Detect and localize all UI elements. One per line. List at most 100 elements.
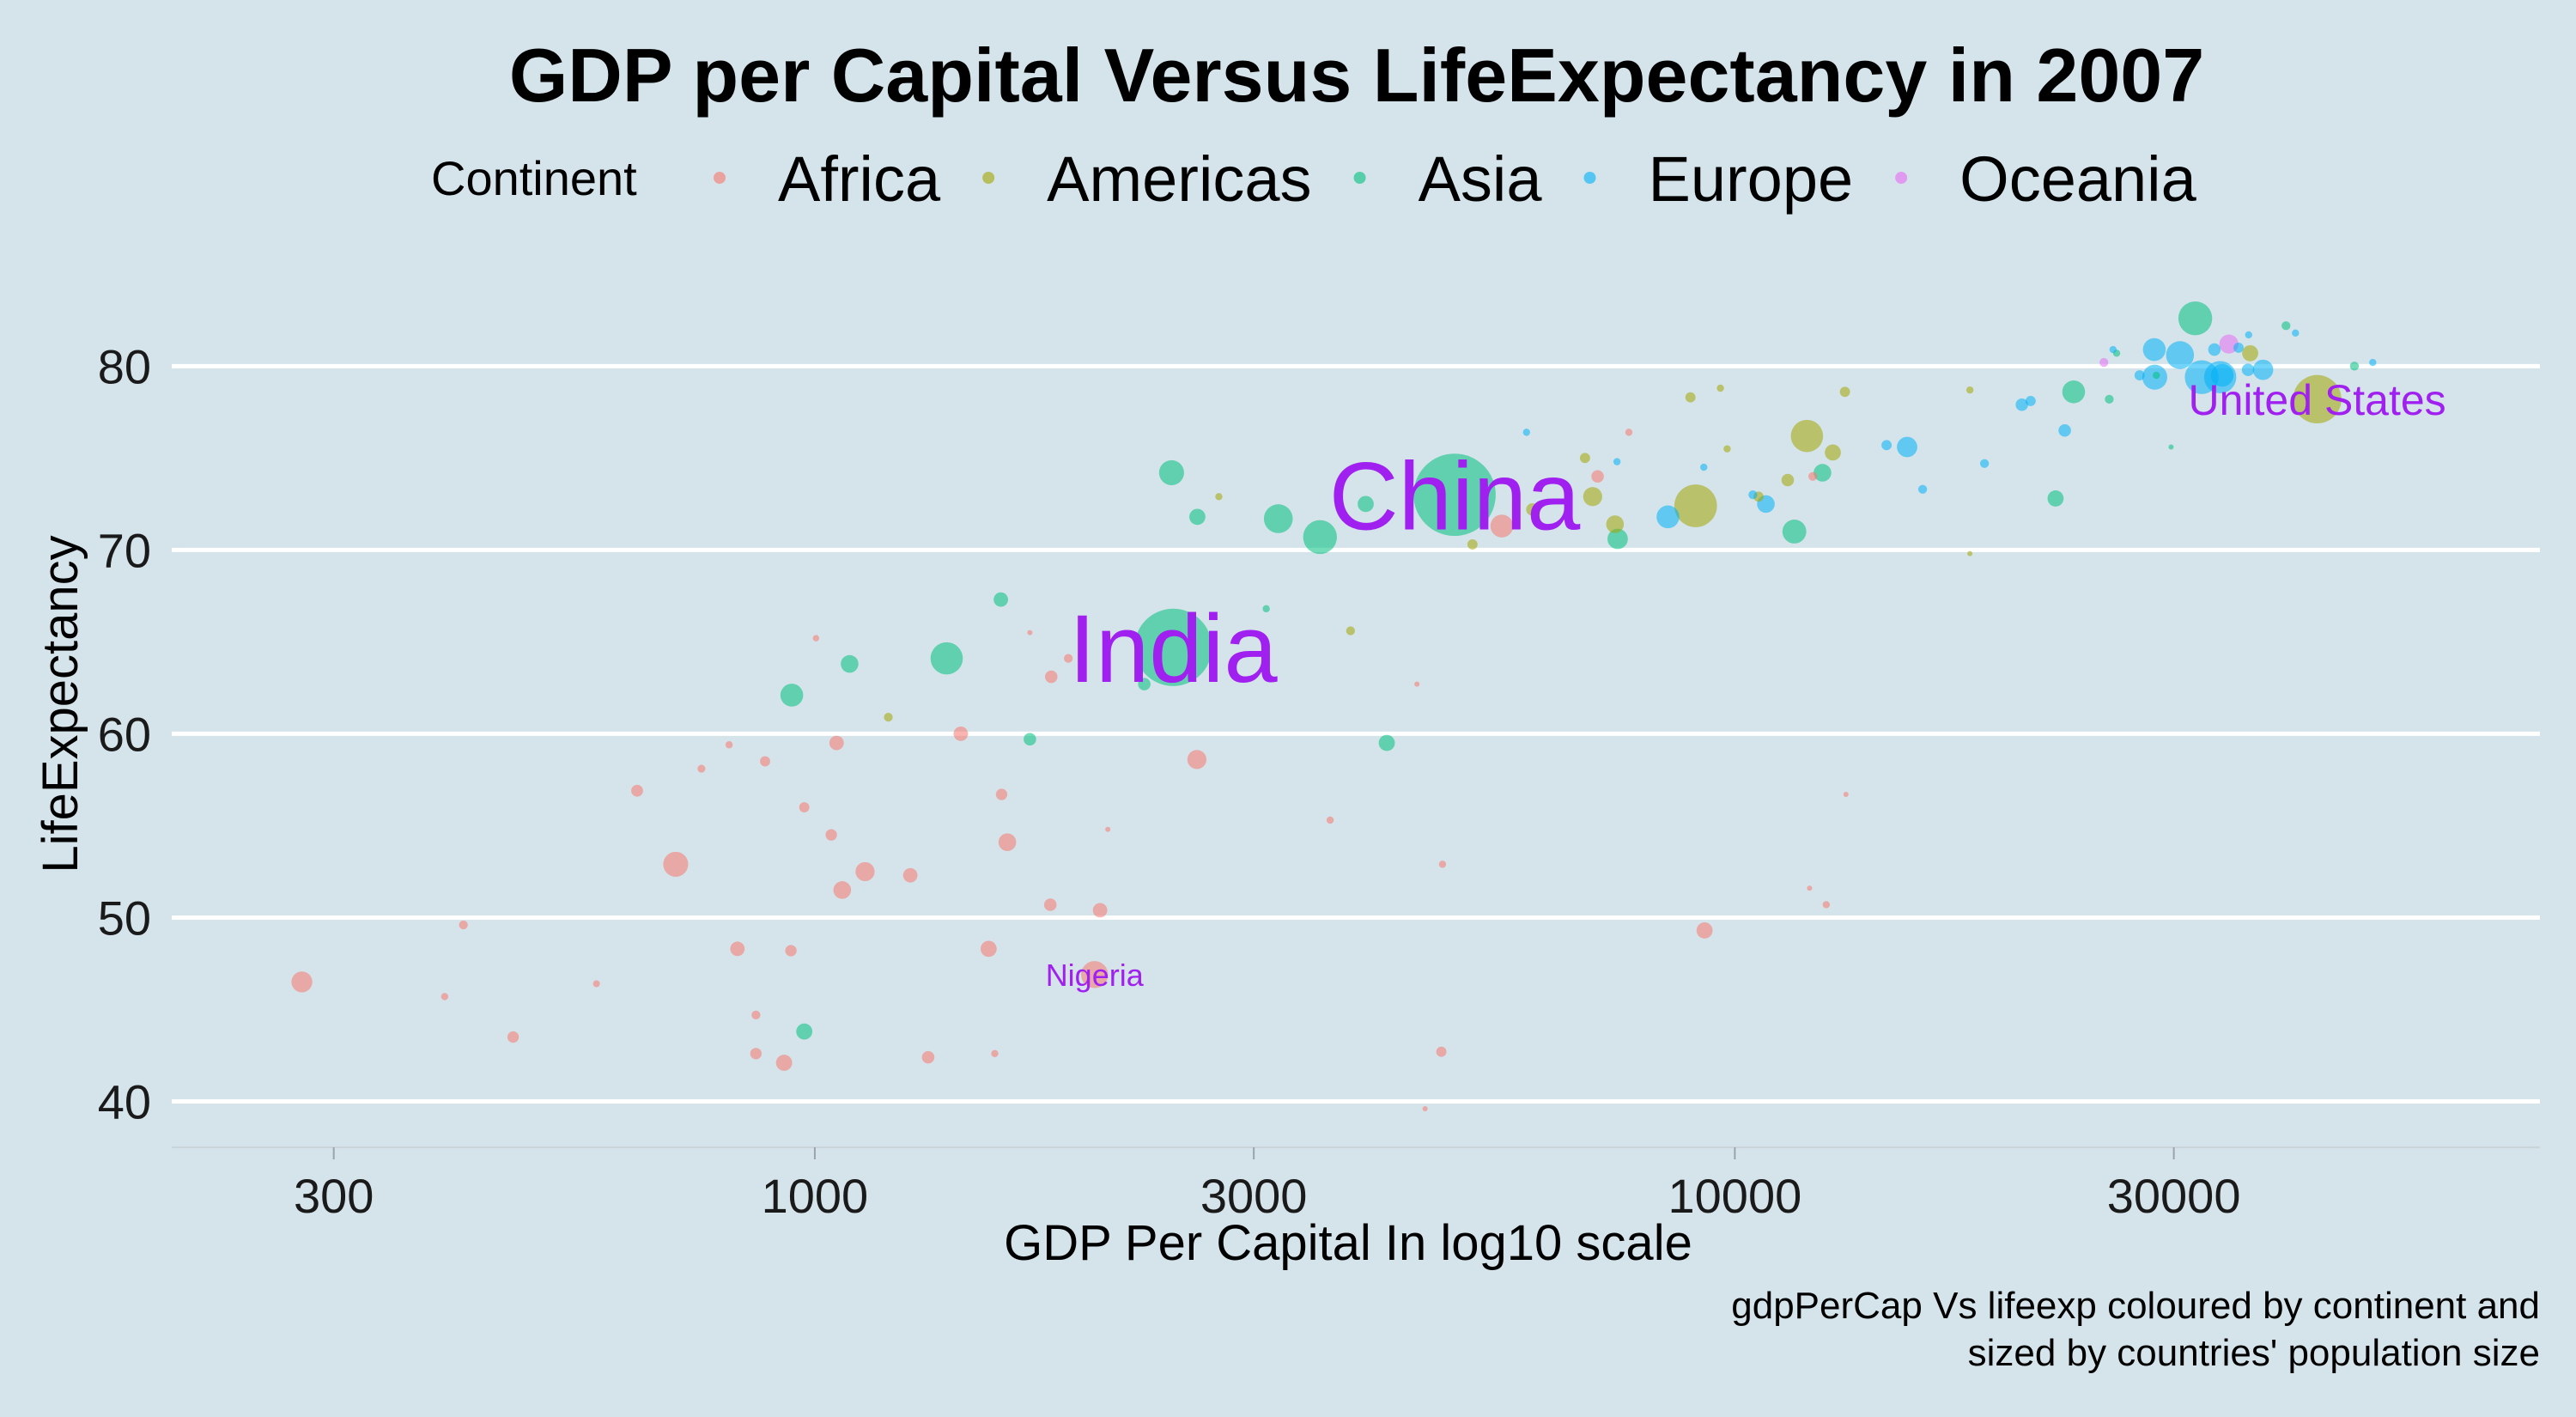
point-africa bbox=[459, 920, 468, 930]
point-asia bbox=[993, 592, 1008, 607]
x-axis-label: GDP Per Capital In log10 scale bbox=[1004, 1215, 1692, 1271]
point-africa bbox=[1105, 826, 1111, 832]
point-europe bbox=[2369, 358, 2377, 367]
point-americas bbox=[2242, 344, 2258, 362]
annotations: China India United States Nigeria bbox=[1046, 376, 2446, 993]
point-asia bbox=[2105, 394, 2114, 404]
annotation-india: India bbox=[1069, 595, 1279, 702]
point-africa bbox=[760, 756, 770, 767]
caption-line-2: sized by countries' population size bbox=[1968, 1332, 2540, 1374]
legend-swatch-americas bbox=[982, 172, 995, 184]
point-europe bbox=[2208, 343, 2221, 356]
point-asia bbox=[1158, 459, 1184, 486]
point-europe bbox=[1881, 440, 1893, 451]
point-americas bbox=[1723, 445, 1731, 453]
chart-title: GDP per Capital Versus LifeExpectancy in… bbox=[509, 33, 2204, 118]
point-europe bbox=[1979, 459, 1990, 468]
point-africa bbox=[812, 635, 820, 642]
point-americas bbox=[1674, 484, 1717, 527]
point-europe bbox=[2166, 341, 2195, 369]
point-asia bbox=[2168, 444, 2174, 450]
data-points bbox=[291, 301, 2377, 1112]
annotation-united-states: United States bbox=[2189, 376, 2446, 424]
point-asia bbox=[1263, 504, 1293, 533]
point-africa bbox=[1807, 885, 1813, 891]
point-africa bbox=[829, 735, 844, 751]
point-asia bbox=[930, 642, 963, 675]
point-africa bbox=[730, 941, 745, 957]
point-africa bbox=[1436, 1046, 1447, 1057]
point-africa bbox=[995, 788, 1008, 800]
legend-swatch-africa bbox=[714, 172, 726, 184]
point-europe bbox=[2233, 342, 2244, 353]
point-africa bbox=[1438, 861, 1447, 868]
x-tick-label: 30000 bbox=[2107, 1169, 2241, 1223]
point-africa bbox=[1027, 629, 1033, 636]
point-europe bbox=[2245, 331, 2252, 339]
x-tick-label: 300 bbox=[294, 1169, 374, 1223]
point-americas bbox=[1526, 502, 1539, 516]
point-africa bbox=[921, 1050, 935, 1064]
legend-items: Africa Americas Asia Europe Oceania bbox=[714, 143, 2197, 215]
point-asia bbox=[1607, 528, 1628, 550]
point-africa bbox=[725, 741, 733, 749]
point-americas bbox=[1346, 626, 1355, 636]
point-africa bbox=[1064, 654, 1073, 663]
legend: Continent Africa Americas Asia Europe Oceani… bbox=[431, 143, 2197, 215]
point-asia bbox=[1134, 608, 1212, 686]
point-americas bbox=[1825, 444, 1841, 461]
y-tick-label: 80 bbox=[98, 339, 151, 393]
point-europe bbox=[2025, 396, 2036, 406]
point-europe bbox=[2252, 359, 2274, 380]
point-americas bbox=[1839, 386, 1850, 398]
legend-swatch-europe bbox=[1583, 172, 1596, 184]
caption-line-1: gdpPerCap Vs lifeexp coloured by contine… bbox=[1731, 1285, 2540, 1327]
point-africa bbox=[1043, 898, 1057, 911]
y-tick-label: 40 bbox=[98, 1074, 151, 1128]
point-oceania bbox=[2099, 357, 2109, 368]
point-americas bbox=[2293, 374, 2342, 424]
legend-label-americas: Americas bbox=[1047, 143, 1311, 215]
point-africa bbox=[1422, 1106, 1428, 1112]
point-africa bbox=[750, 1048, 762, 1060]
point-africa bbox=[1414, 681, 1420, 687]
y-axis-label: LifeExpectancy bbox=[33, 535, 88, 873]
point-asia bbox=[1814, 464, 1832, 482]
y-tick-label: 70 bbox=[98, 523, 151, 577]
point-americas bbox=[1579, 453, 1590, 464]
point-europe bbox=[2058, 423, 2071, 437]
point-americas bbox=[1965, 386, 1974, 394]
point-americas bbox=[1583, 487, 1602, 507]
point-europe bbox=[1656, 505, 1680, 529]
point-africa bbox=[663, 851, 689, 877]
point-africa bbox=[1081, 961, 1109, 988]
point-europe bbox=[1917, 484, 1928, 494]
point-africa bbox=[631, 784, 643, 797]
point-asia bbox=[1189, 508, 1206, 526]
point-americas bbox=[1467, 539, 1478, 550]
legend-label-europe: Europe bbox=[1649, 143, 1854, 215]
annotation-nigeria: Nigeria bbox=[1046, 958, 1145, 993]
point-africa bbox=[855, 861, 875, 882]
point-asia bbox=[1262, 605, 1270, 613]
point-americas bbox=[1716, 384, 1724, 392]
legend-swatch-asia bbox=[1353, 172, 1366, 184]
legend-label-oceania: Oceania bbox=[1959, 143, 2196, 215]
point-africa bbox=[291, 971, 313, 993]
y-tick-label: 60 bbox=[98, 707, 151, 761]
point-africa bbox=[785, 945, 797, 957]
point-africa bbox=[980, 940, 997, 958]
x-tick-label: 10000 bbox=[1668, 1169, 1802, 1223]
point-europe bbox=[2292, 329, 2300, 337]
point-asia bbox=[1358, 496, 1374, 513]
point-europe bbox=[2134, 370, 2145, 380]
point-europe bbox=[2241, 363, 2255, 376]
point-americas bbox=[1790, 419, 1824, 453]
point-asia bbox=[2349, 362, 2360, 371]
point-asia bbox=[841, 654, 859, 673]
point-africa bbox=[799, 802, 810, 812]
point-africa bbox=[751, 1010, 761, 1020]
point-africa bbox=[902, 867, 918, 883]
legend-label-africa: Africa bbox=[778, 143, 941, 215]
